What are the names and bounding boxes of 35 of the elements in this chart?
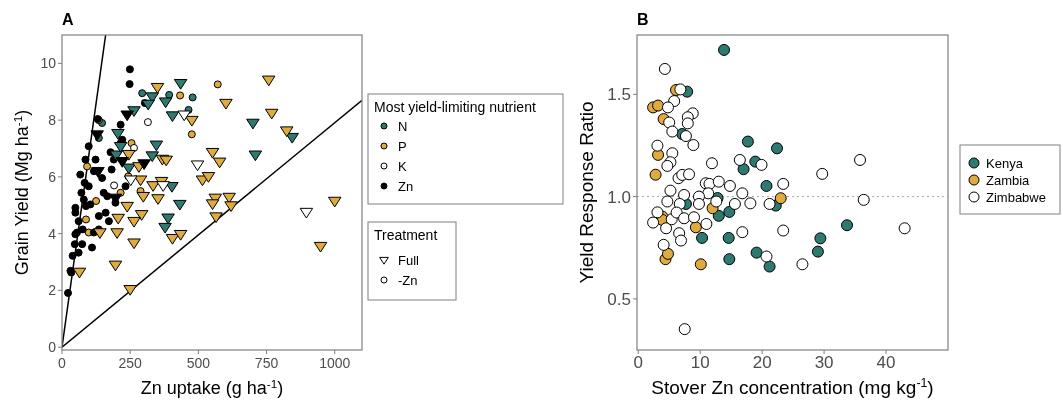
x-tick-label: 500	[186, 355, 211, 371]
text: Full	[398, 252, 420, 268]
legend-title: Most yield-limiting nutrient	[374, 99, 536, 115]
y-tick-label: 1.0	[607, 187, 631, 207]
legend-label: Zn	[398, 178, 414, 194]
legend-label: P	[398, 138, 407, 154]
text: -Zn	[398, 272, 418, 288]
y-tick-label: 0	[48, 339, 57, 356]
y-tick-label: 10	[40, 55, 57, 72]
legend-label: Zimbabwe	[986, 189, 1046, 205]
x-tick-label: 750	[254, 355, 279, 371]
chart-title: B	[637, 11, 649, 28]
y-tick-label: 8	[48, 112, 57, 129]
x-tick-label: 10	[690, 353, 710, 372]
y-tick-label: 0.5	[607, 289, 631, 309]
y-axis-title: Yield Response Ratio	[576, 101, 597, 284]
chart-title: A	[62, 11, 74, 28]
legend-label: K	[398, 158, 407, 174]
y-tick-label: 1.5	[607, 85, 631, 105]
legend-label: Zambia	[986, 172, 1031, 188]
x-tick-label: 30	[814, 353, 834, 372]
x-tick-label: 1000	[319, 355, 351, 371]
x-axis-title: Stover Zn concentration (mg kg$^{-1}$)	[651, 376, 934, 398]
x-tick-label: 20	[752, 353, 772, 372]
x-tick-label: 40	[876, 353, 896, 372]
y-tick-label: 4	[48, 225, 57, 242]
x-tick-label: 250	[118, 355, 143, 371]
legend-label: N	[398, 118, 408, 134]
x-tick-label: 0	[58, 355, 67, 371]
legend-label: Kenya	[986, 155, 1024, 171]
text: Treatment	[374, 227, 438, 243]
y-tick-label: 6	[48, 168, 57, 185]
y-tick-label: 2	[48, 282, 57, 299]
x-axis-title: Zn uptake (g ha$^{-1}$)	[140, 376, 284, 398]
x-tick-label: 0	[633, 353, 643, 372]
